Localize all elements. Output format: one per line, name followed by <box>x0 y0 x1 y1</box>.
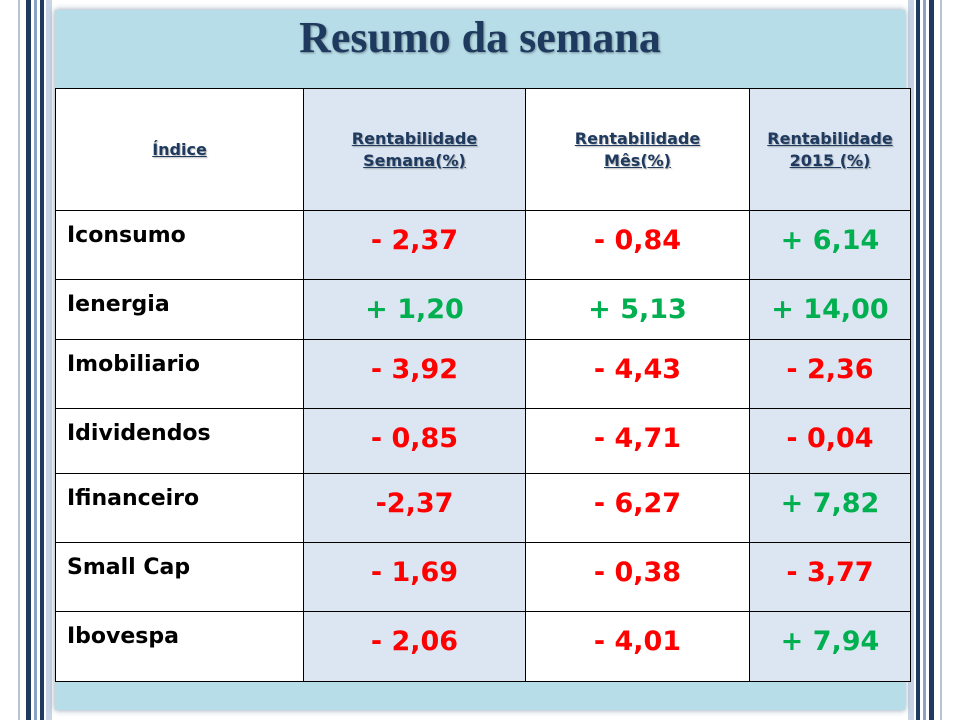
index-name: Ienergia <box>55 279 304 340</box>
year-return: + 6,14 <box>749 210 911 280</box>
year-return: + 14,00 <box>749 279 911 340</box>
week-return: + 1,20 <box>303 279 526 340</box>
index-name: Imobiliario <box>55 339 304 409</box>
header-row: Índice Rentabilidade Semana(%) Rentabili… <box>55 88 911 211</box>
stripe-left-5 <box>46 0 52 720</box>
header-month-line1: Rentabilidade <box>574 128 701 148</box>
week-return: - 3,92 <box>303 339 526 409</box>
header-week-line2: Semana(%) <box>363 150 466 170</box>
table-row: Small Cap - 1,69- 0,38- 3,77 <box>55 542 911 612</box>
month-return: - 0,84 <box>525 210 750 280</box>
month-return: - 4,71 <box>525 408 750 474</box>
stripe-left-1 <box>18 0 20 720</box>
table-row: Ifinanceiro -2,37- 6,27 + 7,82 <box>55 473 911 543</box>
month-return: - 6,27 <box>525 473 750 543</box>
week-return: -2,37 <box>303 473 526 543</box>
stripe-right-2 <box>916 0 920 720</box>
table-row: Idividendos - 0,85- 4,71- 0,04 <box>55 408 911 474</box>
header-week: Rentabilidade Semana(%) <box>303 88 526 211</box>
header-year-line1: Rentabilidade <box>767 128 893 148</box>
index-name: Ibovespa <box>55 611 304 682</box>
stripe-right-1 <box>908 0 914 720</box>
year-return: + 7,94 <box>749 611 911 682</box>
header-week-line1: Rentabilidade <box>351 128 478 148</box>
year-return: - 3,77 <box>749 542 911 612</box>
stripe-right-4 <box>929 0 934 720</box>
table-row: Ienergia + 1,20 + 5,13 + 14,00 <box>55 279 911 340</box>
index-name: Ifinanceiro <box>55 473 304 543</box>
month-return: - 0,38 <box>525 542 750 612</box>
header-month-line2: Mês(%) <box>604 150 671 170</box>
stripe-left-4 <box>40 0 44 720</box>
header-month: Rentabilidade Mês(%) <box>525 88 750 211</box>
header-year-line2: 2015 (%) <box>789 150 871 170</box>
stripe-right-3 <box>923 0 926 720</box>
month-return: - 4,43 <box>525 339 750 409</box>
stripe-left-2 <box>26 0 31 720</box>
month-return: + 5,13 <box>525 279 750 340</box>
week-return: - 0,85 <box>303 408 526 474</box>
week-return: - 1,69 <box>303 542 526 612</box>
month-return: - 4,01 <box>525 611 750 682</box>
header-year: Rentabilidade 2015 (%) <box>749 88 911 211</box>
year-return: - 0,04 <box>749 408 911 474</box>
index-name: Small Cap <box>55 542 304 612</box>
week-return: - 2,37 <box>303 210 526 280</box>
stripe-right-5 <box>940 0 942 720</box>
week-return: - 2,06 <box>303 611 526 682</box>
year-return: - 2,36 <box>749 339 911 409</box>
year-return: + 7,82 <box>749 473 911 543</box>
table-row: Iconsumo - 2,37- 0,84 + 6,14 <box>55 210 911 280</box>
table-row: Ibovespa - 2,06- 4,01 + 7,94 <box>55 611 911 682</box>
summary-table: Índice Rentabilidade Semana(%) Rentabili… <box>55 88 911 682</box>
index-name: Idividendos <box>55 408 304 474</box>
table-row: Imobiliario - 3,92- 4,43- 2,36 <box>55 339 911 409</box>
stripe-left-3 <box>34 0 37 720</box>
header-index: Índice <box>55 88 304 211</box>
header-index-line1: Índice <box>152 139 207 159</box>
index-name: Iconsumo <box>55 210 304 280</box>
slide-title: Resumo da semana <box>299 13 661 62</box>
